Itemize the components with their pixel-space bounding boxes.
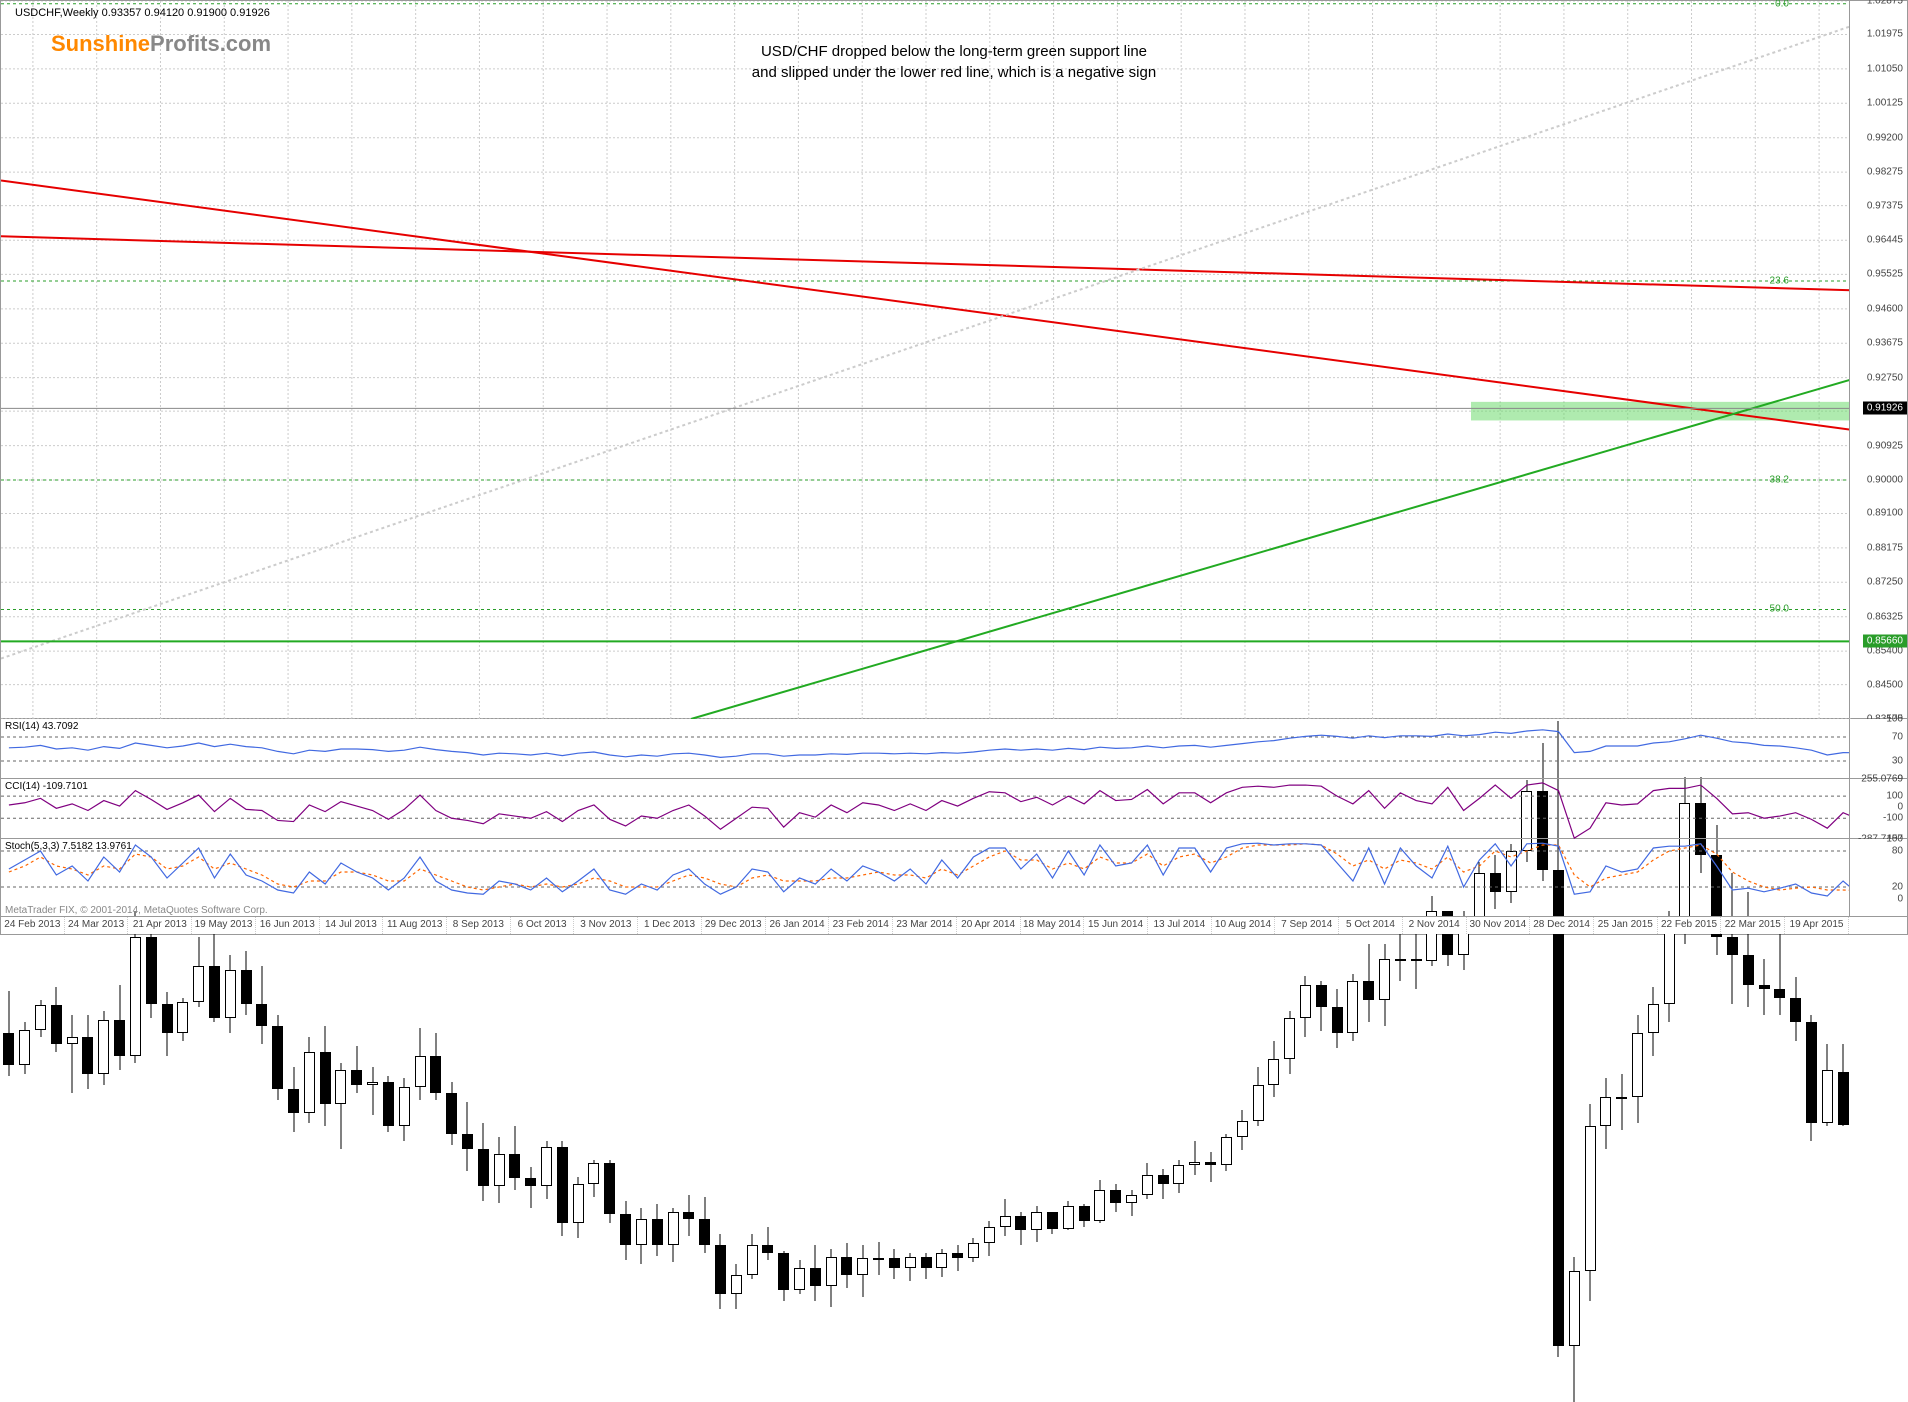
x-tick: 19 Apr 2015 — [1785, 917, 1849, 934]
x-tick: 18 May 2014 — [1021, 917, 1085, 934]
support-price-label: 0.85660 — [1863, 635, 1907, 648]
x-tick: 25 Jan 2015 — [1594, 917, 1658, 934]
ohlc: 0.93357 0.94120 0.91900 0.91926 — [102, 7, 270, 19]
fib-label: 38.2 — [1770, 474, 1789, 485]
x-tick: 30 Nov 2014 — [1467, 917, 1531, 934]
fib-label: 50.0 — [1770, 604, 1789, 615]
chart-annotation: USD/CHF dropped below the long-term gree… — [752, 41, 1156, 83]
x-tick: 23 Mar 2014 — [893, 917, 957, 934]
price-y-axis: 0.835750.845000.854000.863250.872500.881… — [1849, 1, 1907, 718]
x-tick: 23 Feb 2014 — [829, 917, 893, 934]
x-tick: 3 Nov 2013 — [574, 917, 638, 934]
symbol: USDCHF,Weekly — [15, 7, 99, 19]
rsi-panel[interactable]: RSI(14) 43.7092 03070100 — [1, 719, 1907, 779]
x-tick: 28 Dec 2014 — [1530, 917, 1594, 934]
x-axis: 24 Feb 201324 Mar 201321 Apr 201319 May … — [1, 916, 1849, 934]
x-tick: 8 Sep 2013 — [447, 917, 511, 934]
x-tick: 5 Oct 2014 — [1339, 917, 1403, 934]
candle-area[interactable]: 0.0 23.6 38.2 50.0 — [1, 1, 1849, 718]
chart-container: USDCHF,Weekly 0.93357 0.94120 0.91900 0.… — [0, 0, 1908, 935]
stoch-label: Stoch(5,3,3) 7.5182 13.9761 — [5, 841, 132, 852]
rsi-y-axis: 03070100 — [1849, 719, 1907, 778]
x-tick: 24 Mar 2013 — [65, 917, 129, 934]
rsi-label: RSI(14) 43.7092 — [5, 721, 78, 732]
stoch-svg — [1, 839, 1851, 899]
chart-header: USDCHF,Weekly 0.93357 0.94120 0.91900 0.… — [15, 7, 270, 19]
x-tick: 14 Jul 2013 — [320, 917, 384, 934]
cci-svg — [1, 779, 1851, 839]
current-price-label: 0.91926 — [1863, 402, 1907, 415]
cci-y-axis: -287.7457-1000100255.0769 — [1849, 779, 1907, 838]
x-tick: 1 Dec 2013 — [638, 917, 702, 934]
x-tick: 15 Jun 2014 — [1084, 917, 1148, 934]
main-price-panel[interactable]: 0.0 23.6 38.2 50.0 0.835750.845000.854000.8… — [1, 1, 1907, 719]
cci-label: CCI(14) -109.7101 — [5, 781, 88, 792]
x-tick: 26 Jan 2014 — [766, 917, 830, 934]
cci-panel[interactable]: CCI(14) -109.7101 -287.7457-1000100255.0… — [1, 779, 1907, 839]
copyright: MetaTrader FIX, © 2001-2014, MetaQuotes … — [5, 905, 268, 916]
x-tick: 10 Aug 2014 — [1212, 917, 1276, 934]
x-tick: 6 Oct 2013 — [511, 917, 575, 934]
x-tick: 16 Jun 2013 — [256, 917, 320, 934]
x-tick: 29 Dec 2013 — [702, 917, 766, 934]
main-overlay-svg — [1, 1, 1851, 719]
fib-label: 23.6 — [1770, 275, 1789, 286]
stoch-y-axis: 02080100 — [1849, 839, 1907, 916]
annotation-line2: and slipped under the lower red line, wh… — [752, 62, 1156, 83]
stoch-panel[interactable]: Stoch(5,3,3) 7.5182 13.9761 02080100 — [1, 839, 1907, 917]
x-tick: 13 Jul 2014 — [1148, 917, 1212, 934]
rsi-svg — [1, 719, 1851, 779]
annotation-line1: USD/CHF dropped below the long-term gree… — [752, 41, 1156, 62]
x-tick: 22 Mar 2015 — [1721, 917, 1785, 934]
x-tick: 21 Apr 2013 — [128, 917, 192, 934]
x-tick: 19 May 2013 — [192, 917, 256, 934]
x-tick: 24 Feb 2013 — [1, 917, 65, 934]
x-tick: 22 Feb 2015 — [1658, 917, 1722, 934]
x-tick: 7 Sep 2014 — [1275, 917, 1339, 934]
fib-label: 0.0 — [1775, 0, 1789, 9]
x-tick: 2 Nov 2014 — [1403, 917, 1467, 934]
x-tick: 11 Aug 2013 — [383, 917, 447, 934]
x-tick: 20 Apr 2014 — [957, 917, 1021, 934]
